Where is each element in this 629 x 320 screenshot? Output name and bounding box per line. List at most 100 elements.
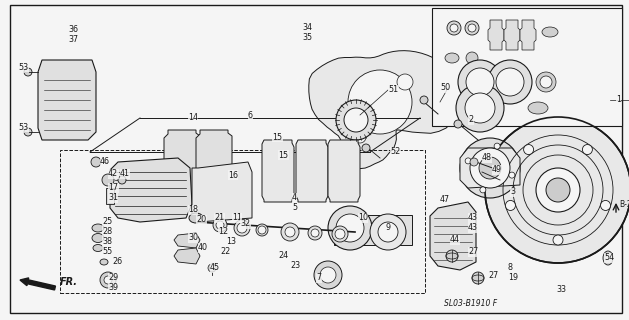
Text: 35: 35 <box>302 34 312 43</box>
Circle shape <box>465 93 495 123</box>
Circle shape <box>336 100 376 140</box>
Text: 43: 43 <box>468 223 478 233</box>
Text: 30: 30 <box>188 234 198 243</box>
Text: 53: 53 <box>18 124 28 132</box>
Circle shape <box>447 21 461 35</box>
Text: FR.: FR. <box>60 277 78 287</box>
Text: 29: 29 <box>108 274 118 283</box>
Text: 50: 50 <box>440 84 450 92</box>
Text: 5: 5 <box>292 204 297 212</box>
Text: 8: 8 <box>508 263 513 273</box>
Circle shape <box>24 68 32 76</box>
Circle shape <box>91 157 101 167</box>
Circle shape <box>470 158 478 166</box>
Circle shape <box>320 267 336 283</box>
Text: 21: 21 <box>214 213 224 222</box>
Circle shape <box>354 131 366 143</box>
Polygon shape <box>196 130 232 196</box>
Circle shape <box>344 108 368 132</box>
Circle shape <box>216 221 224 229</box>
Circle shape <box>496 68 524 96</box>
Polygon shape <box>309 51 458 169</box>
Circle shape <box>281 223 299 241</box>
Circle shape <box>256 224 268 236</box>
Text: 22: 22 <box>220 247 230 257</box>
Text: 41: 41 <box>120 170 130 179</box>
Text: 28: 28 <box>102 228 112 236</box>
Circle shape <box>420 96 428 104</box>
Polygon shape <box>174 233 200 248</box>
Polygon shape <box>296 140 328 202</box>
Circle shape <box>362 144 370 152</box>
Text: 3: 3 <box>510 188 515 196</box>
Circle shape <box>470 148 510 188</box>
Text: 39: 39 <box>108 284 118 292</box>
Text: 23: 23 <box>290 261 300 270</box>
Ellipse shape <box>189 213 203 223</box>
Text: 43: 43 <box>468 213 478 222</box>
Text: 34: 34 <box>302 23 312 33</box>
Circle shape <box>454 120 462 128</box>
FancyArrow shape <box>20 278 55 290</box>
Circle shape <box>540 76 552 88</box>
Text: 27: 27 <box>488 270 498 279</box>
Text: 31: 31 <box>108 194 118 203</box>
Bar <box>60 150 425 293</box>
Circle shape <box>311 229 319 237</box>
Text: 53: 53 <box>18 63 28 73</box>
Circle shape <box>485 117 629 263</box>
Circle shape <box>465 158 471 164</box>
Circle shape <box>456 84 504 132</box>
Circle shape <box>102 174 114 186</box>
Circle shape <box>213 218 227 232</box>
Polygon shape <box>38 60 96 140</box>
Text: 16: 16 <box>228 171 238 180</box>
Text: 46: 46 <box>100 157 110 166</box>
Circle shape <box>536 168 580 212</box>
Circle shape <box>446 250 458 262</box>
Text: 33: 33 <box>556 285 566 294</box>
Circle shape <box>466 68 494 96</box>
Circle shape <box>480 187 486 193</box>
Circle shape <box>285 227 295 237</box>
Circle shape <box>335 229 345 239</box>
Text: 11: 11 <box>232 213 242 222</box>
Text: 48: 48 <box>482 154 492 163</box>
Circle shape <box>553 235 563 245</box>
Polygon shape <box>430 202 476 270</box>
Polygon shape <box>174 248 200 264</box>
Text: 47: 47 <box>440 196 450 204</box>
Bar <box>432 8 622 126</box>
Polygon shape <box>110 158 192 222</box>
Circle shape <box>397 74 413 90</box>
Text: 54: 54 <box>604 253 614 262</box>
Circle shape <box>458 60 502 104</box>
Circle shape <box>308 226 322 240</box>
Circle shape <box>546 178 570 202</box>
Text: 27: 27 <box>468 247 478 257</box>
Ellipse shape <box>445 53 459 63</box>
Ellipse shape <box>100 259 108 265</box>
Text: 25: 25 <box>102 218 112 227</box>
Text: 49: 49 <box>492 165 502 174</box>
Text: 7: 7 <box>316 274 321 283</box>
Bar <box>334 215 412 245</box>
Text: 9: 9 <box>386 223 391 233</box>
Polygon shape <box>192 162 252 222</box>
Circle shape <box>100 272 116 288</box>
Text: 32: 32 <box>240 220 250 228</box>
Circle shape <box>509 172 515 178</box>
Text: 13: 13 <box>226 237 236 246</box>
Circle shape <box>328 206 372 250</box>
Text: 4: 4 <box>292 194 297 203</box>
Circle shape <box>479 157 501 179</box>
Circle shape <box>378 222 398 242</box>
Polygon shape <box>262 140 294 202</box>
Ellipse shape <box>92 234 104 243</box>
Text: SL03-B1910 F: SL03-B1910 F <box>444 299 497 308</box>
Text: 40: 40 <box>198 244 208 252</box>
Ellipse shape <box>542 27 558 37</box>
Polygon shape <box>520 20 536 50</box>
Ellipse shape <box>603 251 613 265</box>
Circle shape <box>332 226 348 242</box>
